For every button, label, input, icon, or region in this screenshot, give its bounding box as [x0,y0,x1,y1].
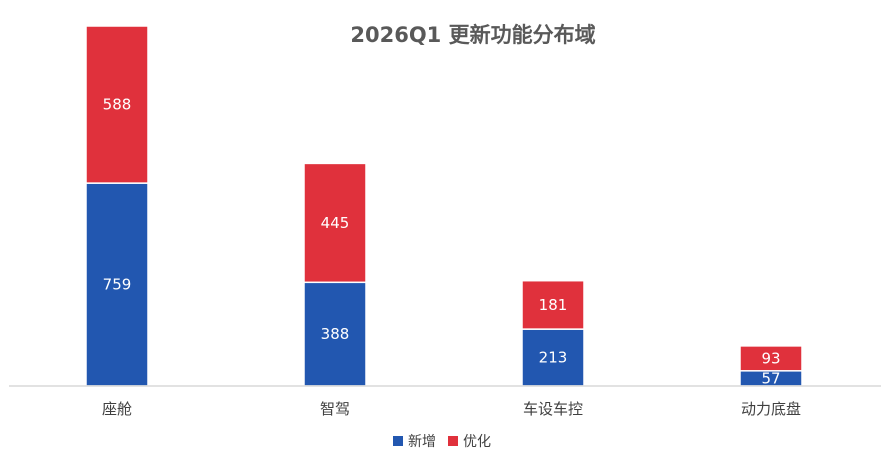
category-label-2: 车设车控 [523,400,583,418]
bar-series2-1[interactable] [303,162,367,284]
data-label-series2-1: 445 [321,214,350,232]
category-label-0: 座舱 [102,400,132,418]
bar-series2-0[interactable] [85,25,149,184]
chart-title: 2026Q1 更新功能分布域 [350,23,595,47]
category-label-3: 动力底盘 [741,400,801,418]
bar-series1-0[interactable] [85,182,149,387]
data-labels-layer: 759 588 388 445 213 181 57 93 [103,96,781,388]
data-label-series1-2: 213 [539,349,568,367]
legend-swatch-series2 [448,436,458,446]
legend-item-series1[interactable]: 新增 [393,434,436,450]
bar-series2-2[interactable] [521,279,585,330]
legend-label-series1: 新增 [408,434,436,450]
category-label-1: 智驾 [320,400,350,418]
data-label-series2-2: 181 [539,296,568,314]
bars-layer [85,25,803,387]
data-label-series1-1: 388 [321,325,350,343]
data-label-series1-3: 57 [761,369,780,387]
data-label-series2-3: 93 [761,349,780,367]
bar-series2-3[interactable] [739,345,803,372]
category-axis-labels: 座舱 智驾 车设车控 动力底盘 [102,400,801,418]
legend-swatch-series1 [393,436,403,446]
legend[interactable]: 新增 优化 [393,434,491,450]
legend-item-series2[interactable]: 优化 [448,434,491,450]
data-label-series1-0: 759 [103,276,132,294]
data-label-series2-0: 588 [103,96,132,114]
legend-label-series2: 优化 [463,434,491,450]
